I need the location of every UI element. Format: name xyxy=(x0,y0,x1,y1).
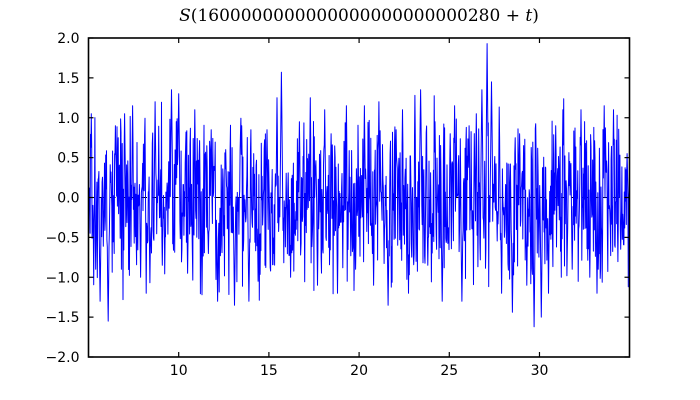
y-tick-label: −1.5 xyxy=(46,310,80,326)
y-tick-label: −0.5 xyxy=(46,230,80,246)
x-tick-label: 10 xyxy=(170,363,188,379)
y-tick-label: 0.5 xyxy=(57,151,79,167)
x-tick-label: 15 xyxy=(260,363,278,379)
y-tick-label: −2.0 xyxy=(46,350,80,366)
title-t-variable: t xyxy=(525,6,533,26)
y-tick-label: 1.0 xyxy=(57,111,79,127)
x-tick-label: 30 xyxy=(531,363,549,379)
title-open-paren: ( xyxy=(190,6,198,26)
y-tick-label: −1.0 xyxy=(46,270,80,286)
y-tick-label: 1.5 xyxy=(57,71,79,87)
y-tick-label: 0.0 xyxy=(57,191,79,207)
title-close-paren: ) xyxy=(532,6,539,26)
signal-line xyxy=(88,43,630,328)
title-number: 1600000000000000000000000280 xyxy=(197,6,501,26)
y-tick-label: 2.0 xyxy=(57,31,79,47)
x-tick-label: 20 xyxy=(350,363,368,379)
x-tick-label: 25 xyxy=(440,363,458,379)
chart-title: S(1600000000000000000000000280 + t) xyxy=(88,6,630,26)
title-function-symbol: S xyxy=(179,6,191,26)
title-plus: + xyxy=(500,6,526,26)
